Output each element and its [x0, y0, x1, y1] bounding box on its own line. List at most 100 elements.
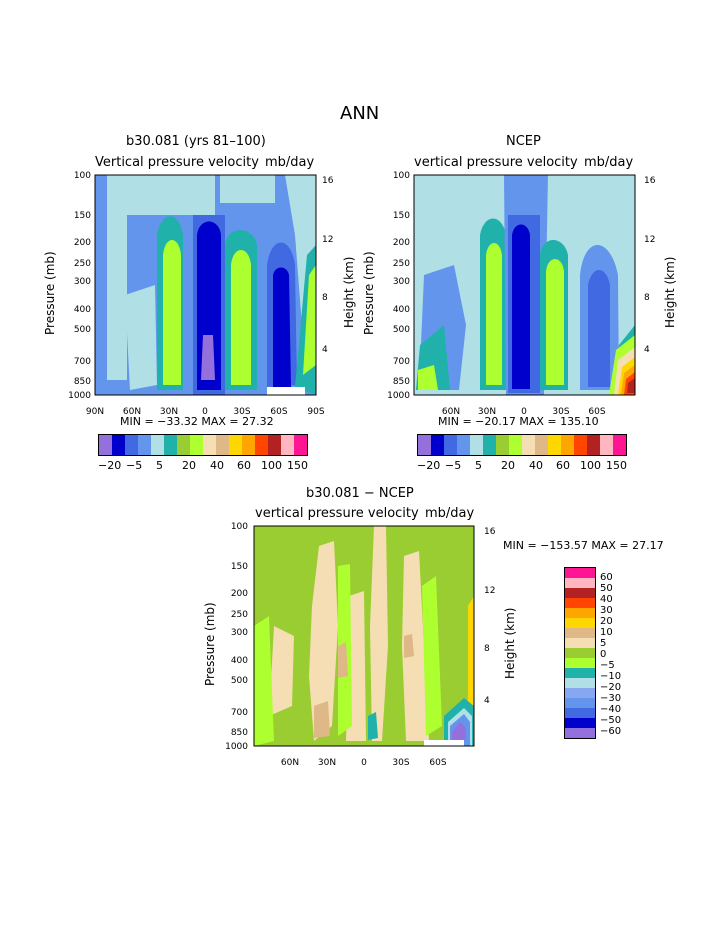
p3-green-west	[254, 616, 274, 746]
p1-ytick-label: 500	[74, 325, 91, 335]
cb3-label: 20	[600, 616, 613, 627]
p1-green-east	[231, 250, 251, 385]
p1-ylabel: Pressure (mb)	[43, 251, 57, 335]
p3-ytick-label: 250	[231, 610, 248, 620]
colorbar-swatch	[268, 435, 281, 455]
panel2-units: mb/day	[584, 155, 634, 170]
p3-wheat-west	[269, 626, 294, 716]
page-title: ANN	[340, 103, 380, 124]
p3-ytick-label: 400	[231, 656, 248, 666]
p1-y2tick-label: 8	[322, 293, 328, 303]
cb2-label: −5	[445, 459, 462, 472]
cb1-label: 20	[182, 459, 196, 472]
colorbar-swatch	[565, 628, 595, 638]
p1-ytick-label: 700	[74, 357, 91, 367]
p3-xtick-label: 60S	[429, 758, 446, 768]
p2-axes: 100 150 200 250 300 400 500 700 850 1000…	[387, 171, 656, 417]
p3-wheat-band1	[309, 541, 338, 741]
p2-royal-south	[588, 270, 610, 387]
p3-ytick-label: 700	[231, 708, 248, 718]
cb1-label: 150	[287, 459, 308, 472]
p1-light-midwest	[125, 285, 157, 390]
panel2-subtitle: vertical pressure velocity	[414, 155, 578, 170]
p3-y2label: Height (km)	[503, 608, 517, 679]
p2-xtick-label: 60S	[588, 407, 605, 417]
p3-y2tick-label: 12	[484, 586, 495, 596]
cb1-label: 40	[210, 459, 224, 472]
p3-xtick-label: 60N	[281, 758, 299, 768]
colorbar-swatch	[444, 435, 457, 455]
colorbar-swatch	[229, 435, 242, 455]
p3-violet-polar	[452, 722, 466, 740]
cb3-label: 40	[600, 594, 613, 605]
p2-ytick-label: 300	[393, 277, 410, 287]
p1-violet-core	[201, 335, 215, 380]
cb3-label: 10	[600, 627, 613, 638]
colorbar-swatch	[565, 568, 595, 578]
p3-gold-edge	[468, 596, 474, 716]
colorbar-swatch	[565, 578, 595, 588]
cb1-label: 5	[156, 459, 163, 472]
p1-light-top	[127, 175, 215, 215]
colorbar-swatch	[565, 688, 595, 698]
colorbar-swatch	[190, 435, 203, 455]
p2-frame	[413, 174, 636, 396]
colorbar-swatch	[574, 435, 587, 455]
panel1-colorbar	[98, 434, 308, 456]
p1-missing-data	[267, 387, 305, 395]
colorbar-swatch	[242, 435, 255, 455]
p2-green-west	[418, 365, 438, 390]
colorbar-swatch	[483, 435, 496, 455]
cb3-label: −5	[600, 660, 615, 671]
p1-xtick-label: 30N	[160, 407, 178, 417]
cb3-label: 5	[600, 638, 607, 649]
cb3-label: 50	[600, 583, 613, 594]
p1-xtick-label: 60N	[123, 407, 141, 417]
p1-xtick-label: 90N	[86, 407, 104, 417]
cb2-label: 100	[580, 459, 601, 472]
p3-xtick-label: 30N	[318, 758, 336, 768]
cb1-label: −20	[98, 459, 122, 472]
p3-wheat-band3	[402, 551, 429, 741]
p1-y2tick-label: 16	[322, 176, 334, 186]
panel3-minmax: MIN = −153.57 MAX = 27.17	[503, 539, 664, 552]
cb3-label: −60	[600, 726, 622, 737]
cb3-label: −20	[600, 682, 622, 693]
p3-green-east	[422, 576, 442, 736]
p3-axes: 100 150 200 250 300 400 500 700 850 1000…	[225, 522, 496, 768]
cb2-label: −20	[417, 459, 441, 472]
p3-xtick-label: 30S	[392, 758, 409, 768]
p1-y2tick-label: 4	[322, 345, 328, 355]
p2-ytick-label: 500	[393, 325, 410, 335]
p3-y2tick-label: 16	[484, 527, 496, 537]
cb2-label: 150	[606, 459, 627, 472]
p3-wheat-band2	[370, 526, 388, 741]
p2-ytick-label: 400	[393, 305, 410, 315]
p3-ylabel: Pressure (mb)	[203, 602, 217, 686]
p1-ytick-label: 150	[74, 211, 91, 221]
p1-ytick-label: 100	[74, 171, 91, 181]
colorbar-swatch	[203, 435, 216, 455]
colorbar-swatch	[418, 435, 431, 455]
p1-green-polar	[303, 265, 316, 375]
p1-xtick-label: 60S	[270, 407, 287, 417]
colorbar-swatch	[565, 598, 595, 608]
panel2-minmax: MIN = −20.17 MAX = 135.10	[438, 415, 599, 428]
colorbar-swatch	[600, 435, 613, 455]
colorbar-swatch	[565, 708, 595, 718]
cb3-label: −50	[600, 715, 622, 726]
colorbar-swatch	[565, 608, 595, 618]
colorbar-swatch	[535, 435, 548, 455]
p3-frame	[253, 525, 475, 747]
p1-ytick-label: 300	[74, 277, 91, 287]
p2-navy-core	[512, 224, 530, 389]
colorbar-swatch	[281, 435, 294, 455]
cb3-label: −30	[600, 693, 622, 704]
cb3-label: −10	[600, 671, 622, 682]
p2-xtick-label: 60N	[442, 407, 460, 417]
cb1-label: −5	[126, 459, 143, 472]
panel3-title: b30.081 − NCEP	[306, 486, 414, 501]
colorbar-swatch	[561, 435, 574, 455]
colorbar-swatch	[565, 588, 595, 598]
p1-y2tick-label: 12	[322, 235, 333, 245]
